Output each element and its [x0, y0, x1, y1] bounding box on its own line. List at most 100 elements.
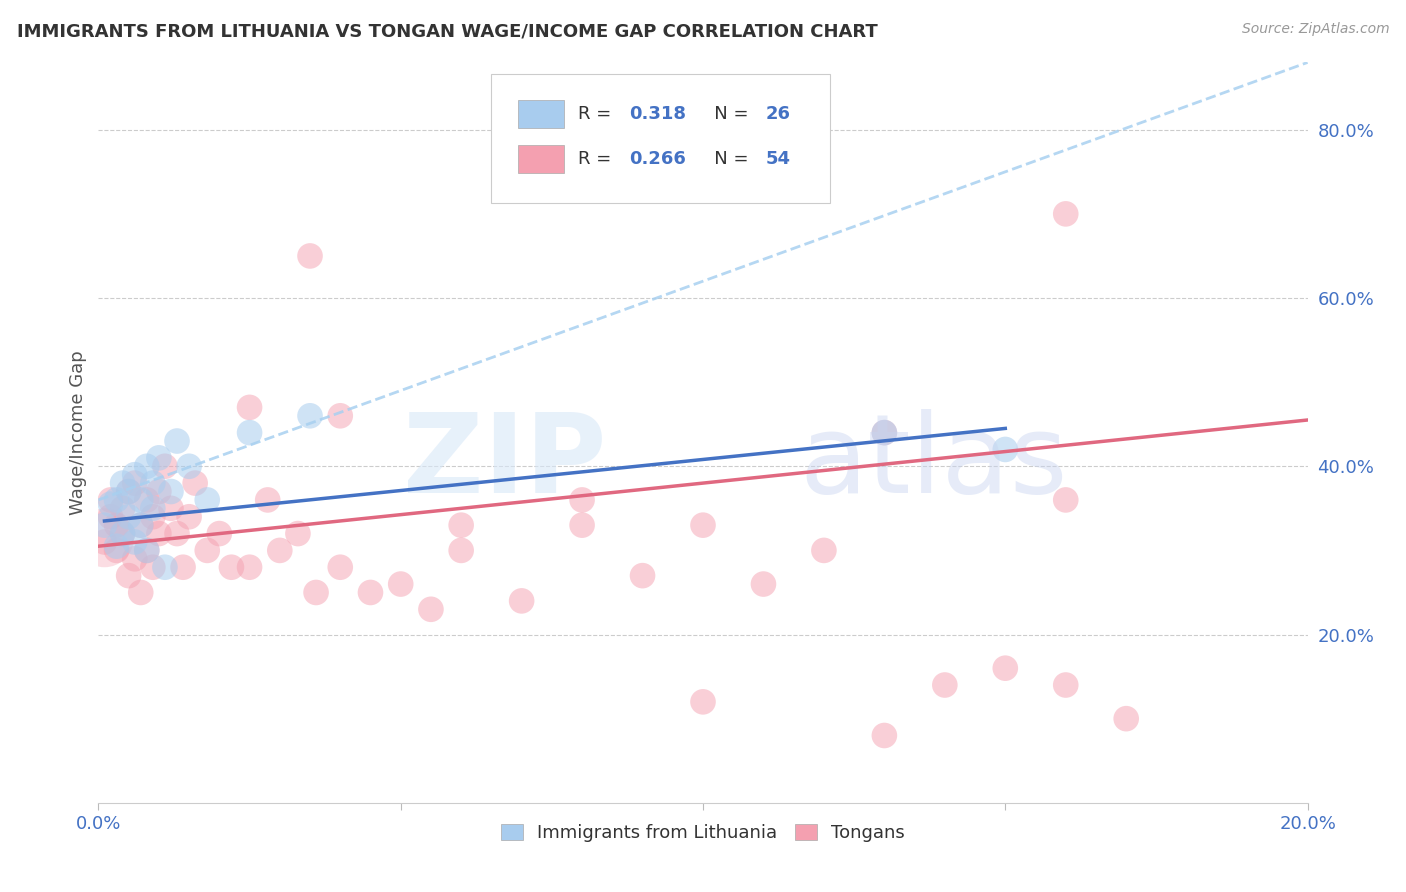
- Point: [135, 543, 157, 558]
- Point: [195, 543, 218, 558]
- FancyBboxPatch shape: [517, 145, 564, 173]
- Point: [389, 577, 412, 591]
- Text: Source: ZipAtlas.com: Source: ZipAtlas.com: [1241, 22, 1389, 37]
- Point: [994, 661, 1017, 675]
- Point: [142, 501, 165, 516]
- Point: [172, 560, 194, 574]
- Point: [873, 425, 896, 440]
- Point: [873, 425, 896, 440]
- FancyBboxPatch shape: [517, 100, 564, 128]
- Point: [813, 543, 835, 558]
- Point: [118, 568, 141, 582]
- Point: [179, 509, 201, 524]
- Text: N =: N =: [697, 150, 754, 168]
- Text: R =: R =: [578, 150, 617, 168]
- Point: [994, 442, 1017, 457]
- Point: [153, 459, 176, 474]
- Point: [631, 568, 654, 582]
- Point: [571, 518, 593, 533]
- Point: [692, 695, 714, 709]
- Point: [153, 560, 176, 574]
- Point: [124, 535, 146, 549]
- Point: [1115, 712, 1137, 726]
- Point: [692, 518, 714, 533]
- Point: [239, 401, 262, 415]
- Point: [299, 409, 322, 423]
- Point: [129, 585, 152, 599]
- Point: [160, 501, 183, 516]
- Point: [100, 509, 122, 524]
- Point: [129, 518, 152, 533]
- Point: [873, 729, 896, 743]
- Point: [179, 459, 201, 474]
- Point: [93, 531, 115, 545]
- Point: [166, 526, 188, 541]
- Text: 0.318: 0.318: [630, 105, 686, 123]
- Point: [105, 539, 128, 553]
- FancyBboxPatch shape: [492, 73, 830, 203]
- Point: [118, 484, 141, 499]
- Text: IMMIGRANTS FROM LITHUANIA VS TONGAN WAGE/INCOME GAP CORRELATION CHART: IMMIGRANTS FROM LITHUANIA VS TONGAN WAGE…: [17, 22, 877, 40]
- Point: [305, 585, 328, 599]
- Y-axis label: Wage/Income Gap: Wage/Income Gap: [69, 351, 87, 515]
- Point: [1054, 678, 1077, 692]
- Point: [111, 526, 134, 541]
- Point: [148, 484, 170, 499]
- Point: [329, 560, 352, 574]
- Point: [105, 518, 128, 533]
- Text: 26: 26: [766, 105, 792, 123]
- Point: [269, 543, 291, 558]
- Point: [124, 551, 146, 566]
- Point: [166, 434, 188, 448]
- Point: [934, 678, 956, 692]
- Point: [450, 543, 472, 558]
- Point: [124, 467, 146, 482]
- Point: [135, 543, 157, 558]
- Point: [100, 492, 122, 507]
- Point: [142, 560, 165, 574]
- Point: [129, 492, 152, 507]
- Point: [129, 518, 152, 533]
- Point: [329, 409, 352, 423]
- Text: N =: N =: [697, 105, 754, 123]
- Point: [111, 501, 134, 516]
- Point: [142, 476, 165, 491]
- Point: [510, 594, 533, 608]
- Point: [105, 543, 128, 558]
- Point: [93, 518, 115, 533]
- Point: [287, 526, 309, 541]
- Point: [239, 560, 262, 574]
- Point: [160, 484, 183, 499]
- Point: [111, 526, 134, 541]
- Point: [360, 585, 382, 599]
- Point: [105, 492, 128, 507]
- Point: [450, 518, 472, 533]
- Point: [118, 509, 141, 524]
- Text: ZIP: ZIP: [404, 409, 606, 516]
- Point: [752, 577, 775, 591]
- Text: R =: R =: [578, 105, 617, 123]
- Point: [148, 450, 170, 465]
- Point: [221, 560, 243, 574]
- Point: [239, 425, 262, 440]
- Point: [571, 492, 593, 507]
- Point: [135, 492, 157, 507]
- Point: [256, 492, 278, 507]
- Point: [124, 476, 146, 491]
- Point: [100, 497, 122, 511]
- Point: [195, 492, 218, 507]
- Point: [135, 459, 157, 474]
- Point: [1054, 492, 1077, 507]
- Point: [93, 535, 115, 549]
- Point: [118, 484, 141, 499]
- Point: [420, 602, 443, 616]
- Point: [148, 526, 170, 541]
- Text: 0.266: 0.266: [630, 150, 686, 168]
- Point: [142, 509, 165, 524]
- Text: atlas: atlas: [800, 409, 1069, 516]
- Point: [208, 526, 231, 541]
- Point: [111, 476, 134, 491]
- Text: 54: 54: [766, 150, 792, 168]
- Point: [1054, 207, 1077, 221]
- Legend: Immigrants from Lithuania, Tongans: Immigrants from Lithuania, Tongans: [494, 816, 912, 849]
